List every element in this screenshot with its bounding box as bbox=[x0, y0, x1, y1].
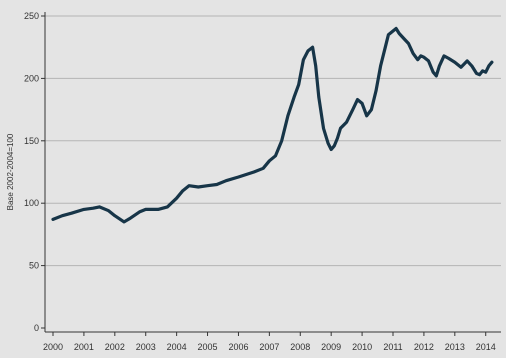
series-group bbox=[51, 26, 494, 224]
x-tick-label-2013: 2013 bbox=[445, 342, 465, 352]
y-axis-title: Base 2002-2004=100 bbox=[6, 133, 15, 210]
x-tick-label-2009: 2009 bbox=[321, 342, 341, 352]
x-tick-label-2007: 2007 bbox=[259, 342, 279, 352]
x-tick-label-2005: 2005 bbox=[198, 342, 218, 352]
x-tick-label-2000: 2000 bbox=[43, 342, 63, 352]
y-tick-label-250: 250 bbox=[24, 11, 39, 21]
y-axis-ticks: 0 50 100 150 200 250 bbox=[24, 11, 45, 333]
gridlines bbox=[45, 15, 501, 267]
series-line-0 bbox=[51, 26, 494, 224]
x-tick-label-2010: 2010 bbox=[352, 342, 372, 352]
x-tick-label-2006: 2006 bbox=[228, 342, 248, 352]
y-tick-label-100: 100 bbox=[24, 198, 39, 208]
x-tick-label-2008: 2008 bbox=[290, 342, 310, 352]
axes bbox=[44, 12, 501, 333]
x-tick-label-2014: 2014 bbox=[476, 342, 496, 352]
x-tick-label-2012: 2012 bbox=[414, 342, 434, 352]
x-tick-label-2002: 2002 bbox=[105, 342, 125, 352]
x-tick-label-2004: 2004 bbox=[167, 342, 187, 352]
y-tick-label-50: 50 bbox=[29, 261, 39, 271]
y-tick-label-200: 200 bbox=[24, 73, 39, 83]
x-tick-label-2003: 2003 bbox=[136, 342, 156, 352]
x-tick-label-2001: 2001 bbox=[74, 342, 94, 352]
y-tick-label-0: 0 bbox=[34, 323, 39, 333]
x-tick-label-2011: 2011 bbox=[383, 342, 402, 352]
x-axis-ticks: 2000 2001 2002 2003 2004 2005 2006 2007 2008 2009… bbox=[43, 332, 496, 352]
y-tick-label-150: 150 bbox=[24, 136, 39, 146]
